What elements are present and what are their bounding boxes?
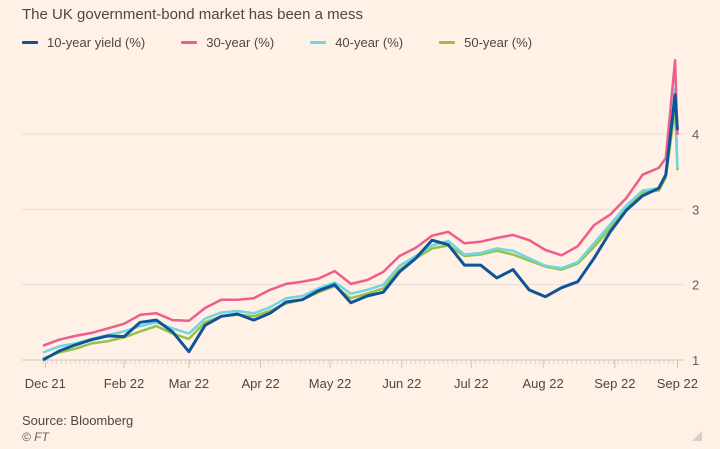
chart-title: The UK government-bond market has been a… <box>22 6 364 23</box>
x-tick-label: Jul 22 <box>454 376 489 391</box>
series-line-10-year <box>42 93 679 362</box>
source-note: Source: Bloomberg <box>22 413 134 428</box>
resize-handle-icon[interactable] <box>692 431 702 441</box>
legend-label: 40-year (%) <box>335 35 404 50</box>
legend-swatch <box>181 41 198 44</box>
legend-swatch <box>310 41 327 44</box>
legend-item-10-year: 10-year yield (%) <box>22 35 145 50</box>
y-tick-label: 4 <box>692 127 699 142</box>
legend-swatch <box>439 41 456 44</box>
series-line-50-year <box>42 106 679 360</box>
x-tick-label: May 22 <box>309 376 352 391</box>
legend-item-30-year: 30-year (%) <box>181 35 274 50</box>
x-tick-label: Apr 22 <box>241 376 279 391</box>
x-tick-label: Aug 22 <box>522 376 563 391</box>
legend-swatch <box>22 41 38 44</box>
y-tick-label: 3 <box>692 202 699 217</box>
x-tick-label: Dec 21 <box>25 376 66 391</box>
legend-label: 10-year yield (%) <box>47 35 146 50</box>
x-tick-label: Sep 22 <box>594 376 635 391</box>
legend-item-50-year: 50-year (%) <box>439 35 532 50</box>
x-tick-label: Mar 22 <box>169 376 209 391</box>
y-tick-label: 2 <box>692 278 699 293</box>
legend: 10-year yield (%) 30-year (%) 40-year (%… <box>22 35 568 50</box>
series-line-30-year <box>42 58 679 347</box>
x-tick-label: Feb 22 <box>104 376 144 391</box>
legend-label: 50-year (%) <box>464 35 533 50</box>
copyright: © FT <box>22 430 49 444</box>
legend-item-40-year: 40-year (%) <box>310 35 403 50</box>
series-line-40-year <box>42 87 679 354</box>
legend-label: 30-year (%) <box>206 35 275 50</box>
x-tick-label: Sep 22 <box>657 376 698 391</box>
y-tick-label: 1 <box>692 353 699 368</box>
x-tick-label: Jun 22 <box>382 376 421 391</box>
